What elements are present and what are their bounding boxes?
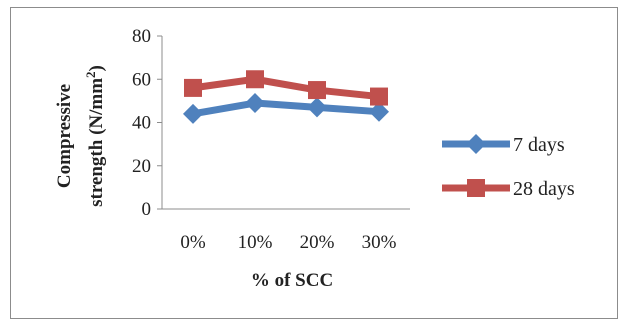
x-axis-title: % of SCC — [251, 270, 333, 291]
data-point-0-0 — [183, 103, 203, 124]
y-ticks: 0 20 40 60 80 — [132, 26, 162, 220]
y-tick-label: 40 — [132, 113, 151, 134]
data-point-0-2 — [307, 97, 327, 118]
y-axis-title-main: strength (N/mm — [86, 78, 107, 207]
y-tick-label: 60 — [132, 69, 151, 90]
series-line-0 — [192, 99, 380, 118]
data-point-1-1 — [246, 70, 264, 89]
y-tick-label: 80 — [132, 26, 151, 47]
x-tick-label: 30% — [362, 232, 397, 253]
data-point-1-3 — [370, 87, 388, 106]
series-line-1 — [192, 75, 380, 101]
data-point-1-2 — [308, 81, 326, 100]
y-axis-title-line1: Compressive — [54, 84, 75, 188]
legend-label-0: 7 days — [513, 134, 565, 156]
data-point-1-0 — [184, 78, 202, 97]
x-tick-label: 20% — [300, 232, 335, 253]
x-tick-label: 10% — [238, 232, 273, 253]
series-layer — [183, 70, 389, 124]
legend-marker-1 — [467, 179, 485, 197]
legend: 7 days 28 days — [442, 134, 575, 200]
y-tick-label: 0 — [142, 199, 152, 220]
data-point-0-1 — [245, 93, 265, 114]
data-point-0-3 — [369, 101, 389, 122]
x-tick-label: 0% — [180, 232, 206, 253]
y-tick-label: 20 — [132, 156, 151, 177]
y-axis-title-superscript: 2 — [83, 71, 98, 78]
legend-label-1: 28 days — [513, 178, 575, 200]
legend-marker-0 — [466, 134, 486, 154]
x-ticks: 0% 10% 20% 30% — [180, 232, 396, 253]
y-axis-title-close: ) — [86, 65, 107, 71]
y-axis-title-line2: strength (N/mm2) — [83, 65, 107, 207]
chart-frame — [10, 7, 618, 319]
